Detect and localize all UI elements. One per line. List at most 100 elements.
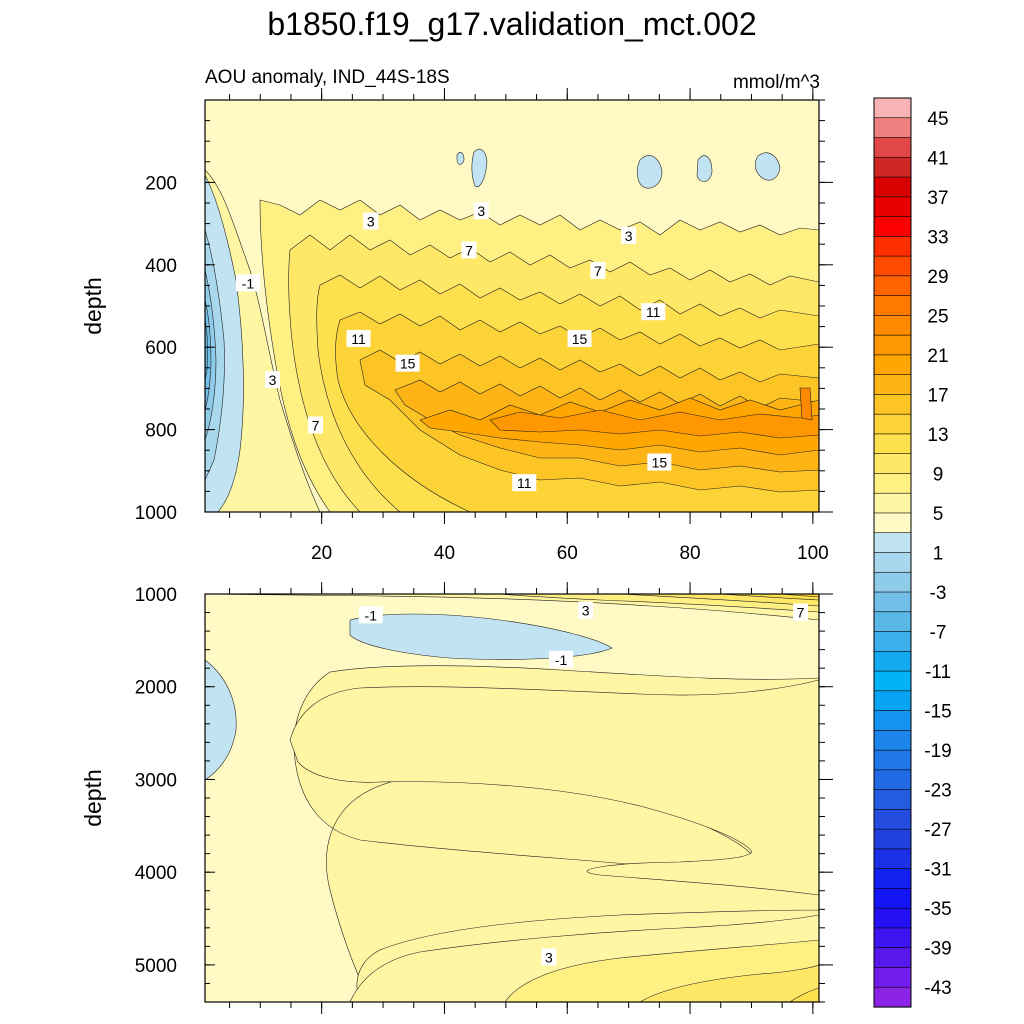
contour-label-text: 3 xyxy=(367,214,375,230)
colorbar-swatch xyxy=(873,749,912,771)
upper-panel: 200 400 600 800 1000 20 40 60 80 100 depth 3 3 3 7 7… xyxy=(80,88,833,564)
colorbar-label: -23 xyxy=(924,781,951,802)
y-tick-label: 200 xyxy=(145,173,177,194)
lower-y-tick-labels: 1000 2000 3000 4000 5000 xyxy=(135,585,177,977)
colorbar-label: 17 xyxy=(927,385,948,406)
x-tick-label: 60 xyxy=(557,543,578,564)
colorbar-swatch xyxy=(873,907,912,929)
colorbar-swatch xyxy=(873,651,912,672)
contour-label-text: 3 xyxy=(269,372,277,388)
colorbar-swatch xyxy=(873,413,912,435)
contour-label: 3 xyxy=(541,948,557,966)
contour-label-bg xyxy=(549,650,574,668)
contour-label-bg xyxy=(461,241,477,259)
x-tick-label: 100 xyxy=(797,543,829,564)
contour-label-bg xyxy=(473,202,489,220)
colorbar-swatch xyxy=(873,848,912,870)
colorbar-label: 25 xyxy=(927,306,948,327)
upper-contour-labels: 3 3 3 7 7 -1 11 11 15 15 3 7 15 11 xyxy=(235,202,672,492)
colorbar-swatch xyxy=(873,730,912,751)
colorbar-label: 5 xyxy=(933,504,944,525)
contour-label-text: 3 xyxy=(545,949,553,965)
colorbar-swatch xyxy=(873,97,912,119)
y-tick-label: 2000 xyxy=(135,678,177,699)
colorbar-swatch xyxy=(873,868,912,890)
colorbar-labels: 45 41 37 33 29 25 21 17 13 9 5 1 -3 -7 -11 -15 -19 -23 -27… xyxy=(924,109,951,999)
upper-tick-marks xyxy=(205,88,833,524)
contour-label-bg xyxy=(647,453,672,471)
contour-label: 11 xyxy=(512,474,537,492)
y-tick-label: 800 xyxy=(145,421,177,442)
colorbar-swatch xyxy=(873,394,912,415)
colorbar-swatch xyxy=(873,117,912,139)
colorbar-swatch xyxy=(873,334,912,356)
colorbar-swatch xyxy=(873,315,912,336)
contour-label-bg xyxy=(346,329,371,347)
colorbar-label: -43 xyxy=(924,978,951,999)
colorbar-label: -19 xyxy=(924,741,951,762)
contour-label-text: 3 xyxy=(477,203,485,219)
contour-label-text: 3 xyxy=(582,603,590,619)
colorbar-label: -31 xyxy=(924,860,951,881)
colorbar-label: 29 xyxy=(927,267,948,288)
colorbar-label: -35 xyxy=(924,899,951,920)
colorbar-label: 1 xyxy=(933,544,944,565)
colorbar-swatch xyxy=(873,690,912,712)
colorbar-swatch xyxy=(873,789,912,810)
colorbar-frame xyxy=(873,97,912,1008)
colorbar-swatch xyxy=(873,927,912,949)
contour-label-text: -1 xyxy=(365,607,378,623)
colorbar-swatch xyxy=(873,354,912,376)
colorbar-swatch xyxy=(873,453,912,475)
contour-label-text: 15 xyxy=(400,356,416,372)
colorbar-label: -11 xyxy=(925,662,951,683)
colorbar-swatch xyxy=(873,809,912,830)
colorbar-label: 9 xyxy=(933,464,944,485)
colorbar-label: -39 xyxy=(924,939,951,960)
contour-label: 7 xyxy=(461,241,477,259)
contour-label-bg xyxy=(358,606,383,624)
colorbar-swatch xyxy=(873,888,912,909)
contour-label: 3 xyxy=(363,212,379,230)
lower-contour-fill xyxy=(205,594,819,1002)
upper-y-tick-labels: 200 400 600 800 1000 xyxy=(135,173,177,524)
y-tick-label: 3000 xyxy=(135,770,177,791)
colorbar xyxy=(873,97,912,1008)
contour-label: 3 xyxy=(265,371,281,389)
colorbar-label: 21 xyxy=(927,346,948,367)
contour-label-text: 7 xyxy=(312,417,320,433)
y-tick-label: 400 xyxy=(145,256,177,277)
contour-label-text: -1 xyxy=(555,652,568,668)
contour-label-bg xyxy=(567,329,592,347)
contour-label-bg xyxy=(265,371,281,389)
contour-label: 7 xyxy=(793,603,809,621)
colorbar-swatch xyxy=(873,552,912,573)
contour-label-bg xyxy=(308,416,324,434)
contour-label-bg xyxy=(512,474,537,492)
colorbar-swatch xyxy=(873,532,912,554)
colorbar-swatch xyxy=(873,828,912,850)
contour-label-bg xyxy=(793,603,809,621)
colorbar-swatch xyxy=(873,156,912,178)
colorbar-swatch xyxy=(873,433,912,455)
colorbar-label: -3 xyxy=(930,583,947,604)
colorbar-swatch xyxy=(873,374,912,396)
colorbar-swatch xyxy=(873,611,912,633)
contour-label: 15 xyxy=(567,329,592,347)
colorbar-swatch xyxy=(873,137,912,158)
units-label: mmol/m^3 xyxy=(733,72,820,93)
contour-label: 15 xyxy=(395,354,420,372)
lower-contour-labels: -1 3 7 -1 3 xyxy=(358,601,809,966)
colorbar-label: 45 xyxy=(927,109,948,130)
colorbar-label: 37 xyxy=(927,188,948,209)
colorbar-swatch xyxy=(873,710,912,731)
y-tick-label: 600 xyxy=(145,338,177,359)
variable-label: AOU anomaly, IND_44S-18S xyxy=(205,67,450,88)
colorbar-label: -27 xyxy=(924,820,951,841)
x-tick-label: 20 xyxy=(311,543,332,564)
contour-label-bg xyxy=(578,601,594,619)
y-tick-label: 1000 xyxy=(135,503,177,524)
contour-label-bg xyxy=(541,948,557,966)
upper-x-tick-labels: 20 40 60 80 100 xyxy=(311,543,829,564)
